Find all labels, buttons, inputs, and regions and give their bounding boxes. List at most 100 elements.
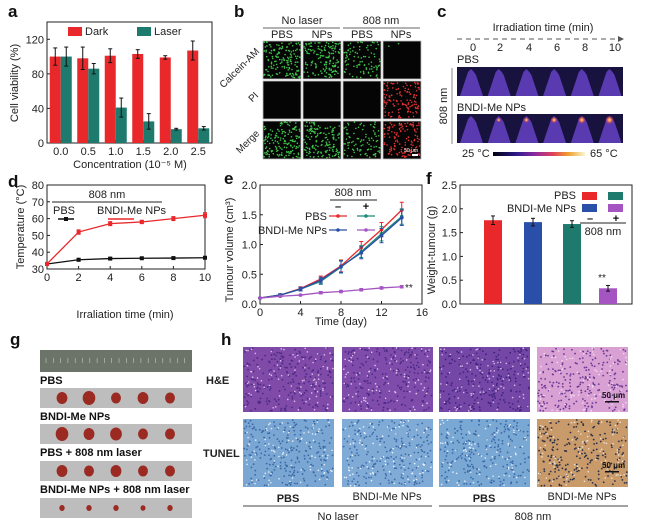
cell-nucleus xyxy=(294,461,297,464)
live-cell xyxy=(331,129,334,131)
cell-nucleus xyxy=(542,395,545,398)
tissue-speck xyxy=(250,456,253,458)
tissue-speck xyxy=(461,365,464,368)
live-cell xyxy=(325,133,327,136)
live-cell xyxy=(337,153,340,156)
live-cell xyxy=(324,44,327,47)
cell-nucleus xyxy=(550,456,552,459)
tissue-speck xyxy=(507,466,510,469)
cell-nucleus xyxy=(472,465,474,468)
cell-nucleus xyxy=(400,419,403,422)
cell-nucleus xyxy=(464,471,467,474)
tissue-speck xyxy=(619,474,622,477)
chart-d-temperature: 808 nm PBS BNDI-Me NPs Irraliation time … xyxy=(15,180,211,321)
cell-nucleus xyxy=(427,359,430,362)
cell-nucleus xyxy=(322,382,325,385)
cell-nucleus xyxy=(556,406,559,409)
cell-nucleus xyxy=(379,440,382,443)
cell-nucleus xyxy=(475,467,478,470)
live-cell xyxy=(397,42,400,45)
cell-nucleus xyxy=(492,480,495,483)
cell-nucleus xyxy=(625,426,628,429)
cell-nucleus xyxy=(305,389,307,392)
cell-nucleus xyxy=(268,454,270,457)
cell-nucleus xyxy=(316,431,319,434)
column-label: NPs xyxy=(312,29,333,41)
cell-nucleus xyxy=(561,467,564,470)
cell-nucleus xyxy=(499,448,502,450)
cell-nucleus xyxy=(457,351,460,354)
data-point xyxy=(45,261,49,266)
tissue-speck xyxy=(527,377,530,380)
cell-nucleus xyxy=(281,481,284,484)
tissue-speck xyxy=(426,402,428,404)
dead-cell xyxy=(405,137,408,140)
cell-nucleus xyxy=(505,376,508,379)
cell-nucleus xyxy=(625,384,627,387)
cell-nucleus xyxy=(374,368,376,371)
tissue-speck xyxy=(389,362,391,364)
tissue-speck xyxy=(489,423,492,426)
chart-f-tumour-weight: PBS BNDI-Me NPs – + 808 nm ** Weight-tum… xyxy=(426,180,633,311)
cell-nucleus xyxy=(306,427,309,430)
live-cell xyxy=(329,126,332,128)
live-cell xyxy=(316,128,319,130)
live-cell xyxy=(305,67,308,69)
cell-nucleus xyxy=(302,393,304,396)
cell-nucleus xyxy=(567,389,570,392)
live-cell xyxy=(281,152,283,154)
cell-nucleus xyxy=(559,408,562,411)
cell-nucleus xyxy=(485,353,487,356)
cell-nucleus xyxy=(612,388,615,391)
tissue-speck xyxy=(326,366,329,369)
cell-nucleus xyxy=(391,420,393,423)
live-cell xyxy=(330,45,332,48)
cell-nucleus xyxy=(569,374,572,377)
cell-nucleus xyxy=(587,457,589,460)
tissue-speck xyxy=(277,378,280,380)
cell-nucleus xyxy=(564,468,567,471)
tissue-speck xyxy=(390,358,393,360)
cell-nucleus xyxy=(538,449,540,452)
live-cell xyxy=(347,144,349,147)
cell-nucleus xyxy=(555,347,557,350)
tissue-speck xyxy=(622,444,624,446)
cell-nucleus xyxy=(499,422,502,425)
scale-bar-label: 50 μm xyxy=(602,391,625,400)
data-point xyxy=(359,251,364,255)
cell-nucleus xyxy=(502,399,505,401)
cell-nucleus xyxy=(596,454,599,457)
cell-nucleus xyxy=(557,469,560,471)
cell-nucleus xyxy=(414,475,417,478)
cell-nucleus xyxy=(497,443,500,446)
live-cell xyxy=(347,142,349,144)
cell-nucleus xyxy=(322,447,325,449)
live-cell xyxy=(298,128,301,131)
cell-nucleus xyxy=(406,475,409,478)
tissue-speck xyxy=(508,379,510,381)
cell-nucleus xyxy=(285,470,287,472)
cell-nucleus xyxy=(467,383,470,386)
dead-cell xyxy=(387,87,389,89)
tissue-speck xyxy=(550,428,553,431)
cell-nucleus xyxy=(486,381,489,384)
live-cell xyxy=(328,73,330,76)
cell-nucleus xyxy=(616,383,618,386)
tissue-speck xyxy=(399,421,402,423)
tissue-speck xyxy=(514,446,516,448)
tissue-speck xyxy=(263,386,265,389)
panel-b-live-dead-staining: No laser 808 nm PBS NPs PBS NPs Calcein-… xyxy=(218,15,422,160)
cell-nucleus xyxy=(467,455,470,457)
dead-cell xyxy=(390,146,392,148)
tissue-speck xyxy=(472,354,474,356)
cell-nucleus xyxy=(557,369,560,372)
cell-nucleus xyxy=(450,462,453,464)
live-cell xyxy=(312,72,314,75)
cell-nucleus xyxy=(567,480,570,483)
cell-nucleus xyxy=(323,451,325,454)
cell-nucleus xyxy=(308,441,311,444)
cell-nucleus xyxy=(444,446,447,449)
cell-nucleus xyxy=(528,470,530,473)
dead-cell xyxy=(401,102,404,105)
cell-nucleus xyxy=(266,386,269,388)
